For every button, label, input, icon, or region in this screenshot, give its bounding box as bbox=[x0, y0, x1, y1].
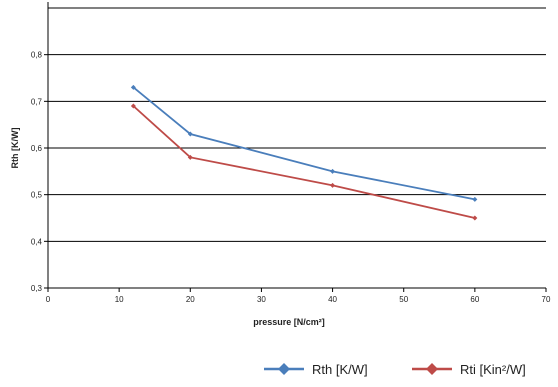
y-tick-label: 0,4 bbox=[31, 237, 43, 246]
x-tick-label: 30 bbox=[257, 295, 266, 304]
x-tick-label: 60 bbox=[470, 295, 479, 304]
x-axis-ticks: 0 10 20 30 40 50 60 70 bbox=[46, 288, 551, 304]
legend-marker-1 bbox=[278, 363, 290, 375]
series-lines bbox=[130, 84, 478, 221]
data-point-1 bbox=[187, 131, 193, 137]
x-tick-label: 0 bbox=[46, 295, 51, 304]
series-line-2 bbox=[132, 105, 476, 219]
y-tick-label: 0,3 bbox=[31, 284, 43, 293]
data-point-1 bbox=[472, 196, 478, 202]
x-tick-label: 70 bbox=[542, 295, 551, 304]
legend-label-2: Rti [Kin²/W] bbox=[460, 362, 526, 377]
y-axis-title: Rth [K/W] bbox=[10, 128, 20, 169]
data-point-1 bbox=[130, 84, 136, 90]
data-point-2 bbox=[187, 154, 193, 160]
data-point-2 bbox=[130, 103, 136, 109]
y-axis-ticks: 0,3 0,4 0,5 0,6 0,7 0,8 bbox=[31, 51, 48, 293]
series-line-1 bbox=[132, 86, 476, 201]
y-tick-label: 0,6 bbox=[31, 144, 43, 153]
y-tick-label: 0,7 bbox=[31, 97, 43, 106]
x-tick-label: 10 bbox=[115, 295, 124, 304]
axes bbox=[47, 2, 546, 289]
data-point-2 bbox=[330, 182, 336, 188]
gridlines bbox=[48, 7, 546, 242]
y-tick-label: 0,8 bbox=[31, 51, 43, 60]
data-point-1 bbox=[330, 168, 336, 174]
data-point-2 bbox=[472, 215, 478, 221]
y-tick-label: 0,5 bbox=[31, 191, 43, 200]
x-axis-title: pressure [N/cm²] bbox=[253, 317, 325, 327]
x-tick-label: 40 bbox=[328, 295, 337, 304]
x-tick-label: 20 bbox=[186, 295, 195, 304]
legend-marker-2 bbox=[426, 363, 438, 375]
legend: Rth [K/W] Rti [Kin²/W] bbox=[264, 362, 526, 377]
x-tick-label: 50 bbox=[399, 295, 408, 304]
legend-label-1: Rth [K/W] bbox=[312, 362, 368, 377]
